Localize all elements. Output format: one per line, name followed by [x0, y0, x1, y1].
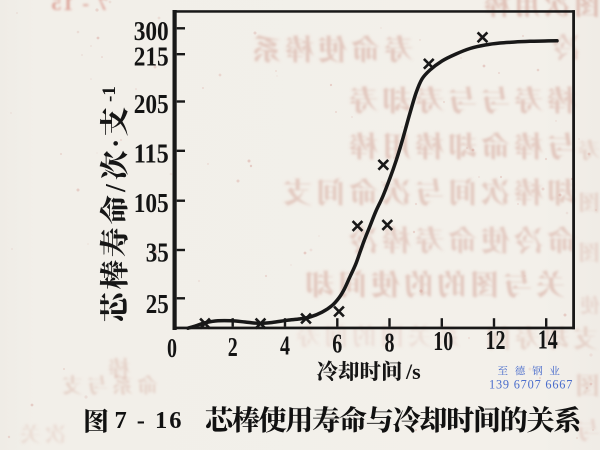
svg-text:35: 35: [146, 238, 169, 268]
svg-text:300: 300: [134, 16, 169, 46]
svg-text:4: 4: [280, 331, 290, 361]
svg-text:115: 115: [134, 138, 169, 168]
svg-text:205: 205: [134, 89, 169, 119]
svg-text:7 - 16: 7 - 16: [115, 407, 182, 434]
svg-text:7 - 15: 7 - 15: [49, 0, 108, 15]
svg-text:139 6707 6667: 139 6707 6667: [489, 378, 573, 392]
svg-text:0: 0: [167, 333, 177, 363]
svg-text:/s: /s: [405, 359, 421, 384]
svg-text:25: 25: [146, 289, 169, 319]
svg-text:105: 105: [134, 188, 169, 218]
svg-text:-1: -1: [99, 86, 120, 102]
svg-text:2: 2: [228, 332, 238, 362]
svg-text:215: 215: [134, 42, 169, 72]
svg-text:14: 14: [538, 325, 558, 355]
svg-text:12: 12: [486, 325, 506, 355]
svg-text:8: 8: [385, 328, 395, 358]
svg-text:·: ·: [101, 139, 132, 148]
svg-text:10: 10: [433, 326, 453, 356]
svg-text:/: /: [101, 183, 132, 193]
svg-text:6: 6: [332, 329, 342, 359]
